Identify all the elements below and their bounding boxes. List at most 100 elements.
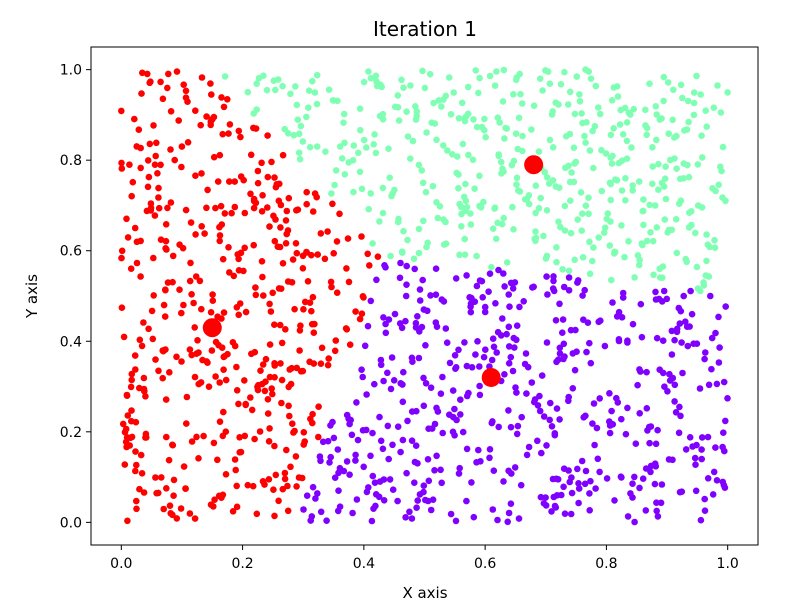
- mint-cluster-point: [660, 97, 667, 105]
- mint-cluster-point: [567, 197, 574, 204]
- purple-cluster-point: [390, 377, 398, 384]
- red-cluster-point: [271, 237, 279, 245]
- red-cluster-point: [149, 335, 157, 343]
- purple-cluster-point: [606, 429, 614, 437]
- purple-cluster-point: [624, 513, 632, 520]
- red-cluster-point: [180, 301, 187, 309]
- red-cluster-point: [175, 117, 182, 124]
- red-cluster-point: [308, 307, 315, 315]
- red-cluster-point: [303, 249, 311, 256]
- red-cluster-point: [271, 374, 278, 381]
- red-cluster-point: [304, 278, 312, 285]
- mint-cluster-point: [328, 190, 335, 197]
- mint-cluster-point: [595, 234, 602, 241]
- mint-cluster-point: [356, 105, 364, 112]
- purple-cluster-point: [559, 329, 566, 337]
- red-cluster-point: [154, 170, 161, 177]
- purple-cluster-point: [565, 274, 573, 281]
- purple-cluster-point: [308, 513, 316, 520]
- red-cluster-point: [179, 244, 187, 252]
- mint-cluster-point: [497, 158, 505, 166]
- mint-cluster-point: [407, 82, 414, 89]
- mint-cluster-point: [579, 253, 587, 261]
- purple-cluster-point: [376, 413, 383, 421]
- purple-cluster-point: [336, 503, 344, 511]
- purple-cluster-point: [506, 303, 513, 311]
- purple-cluster-point: [537, 493, 545, 501]
- red-cluster-point: [124, 412, 132, 419]
- purple-cluster-point: [656, 366, 663, 374]
- red-cluster-point: [133, 259, 141, 267]
- purple-cluster-point: [364, 322, 372, 330]
- mint-cluster-point: [525, 192, 533, 199]
- red-cluster-point: [272, 183, 280, 191]
- red-cluster-point: [271, 321, 278, 329]
- purple-cluster-point: [639, 475, 647, 483]
- purple-cluster-point: [567, 510, 575, 518]
- red-cluster-point: [271, 174, 278, 181]
- mint-cluster-point: [685, 224, 693, 231]
- purple-cluster-point: [326, 459, 333, 466]
- mint-cluster-point: [658, 179, 666, 187]
- red-cluster-point: [317, 360, 325, 368]
- y-axis-label: Y axis: [23, 274, 41, 319]
- red-cluster-point: [267, 308, 275, 315]
- red-cluster-point: [145, 325, 152, 333]
- mint-cluster-point: [456, 251, 463, 259]
- red-cluster-point: [269, 289, 277, 297]
- purple-cluster-point: [438, 479, 446, 487]
- purple-cluster-point: [495, 423, 503, 431]
- red-cluster-point: [286, 366, 294, 373]
- red-cluster-point: [283, 446, 290, 454]
- red-cluster-point: [231, 342, 239, 350]
- red-cluster-point: [282, 217, 290, 224]
- mint-cluster-point: [253, 80, 260, 87]
- purple-cluster-point: [553, 358, 560, 366]
- mint-cluster-point: [438, 103, 445, 110]
- red-cluster-point: [131, 224, 139, 232]
- mint-cluster-point: [616, 121, 624, 128]
- mint-cluster-point: [449, 151, 456, 158]
- purple-cluster-point: [452, 517, 460, 525]
- purple-cluster-point: [340, 467, 348, 475]
- mint-cluster-point: [567, 229, 575, 237]
- purple-cluster-point: [569, 385, 577, 392]
- purple-cluster-point: [465, 389, 472, 397]
- mint-cluster-point: [325, 86, 333, 93]
- red-cluster-point: [233, 482, 240, 490]
- mint-cluster-point: [639, 207, 646, 215]
- mint-cluster-point: [603, 215, 610, 223]
- purple-cluster-point: [708, 365, 715, 373]
- mint-cluster-point: [447, 111, 455, 118]
- purple-cluster-point: [384, 422, 392, 430]
- purple-cluster-point: [501, 283, 508, 290]
- red-cluster-point: [183, 420, 190, 427]
- red-cluster-point: [180, 81, 187, 88]
- mint-cluster-point: [501, 135, 508, 142]
- red-cluster-point: [290, 429, 297, 436]
- purple-cluster-point: [476, 363, 483, 370]
- purple-cluster-point: [489, 335, 497, 343]
- purple-cluster-point: [606, 418, 613, 425]
- mint-cluster-point: [338, 155, 346, 162]
- purple-cluster-point: [382, 264, 389, 271]
- red-cluster-point: [184, 98, 191, 105]
- red-cluster-point: [155, 194, 162, 201]
- mint-cluster-point: [539, 87, 546, 94]
- red-cluster-point: [343, 265, 350, 272]
- purple-cluster-point: [715, 359, 723, 366]
- purple-cluster-point: [476, 277, 484, 284]
- y-tick-label: 0.8: [60, 153, 82, 169]
- mint-cluster-point: [360, 136, 368, 144]
- purple-cluster-point: [386, 476, 394, 483]
- mint-cluster-point: [589, 127, 596, 135]
- data-points: [118, 66, 731, 526]
- mint-cluster-point: [705, 273, 713, 280]
- purple-cluster-point: [686, 323, 693, 330]
- mint-cluster-point: [546, 136, 554, 144]
- mint-cluster-point: [500, 66, 508, 74]
- red-cluster-point: [195, 380, 202, 388]
- mint-cluster-point: [690, 111, 698, 119]
- red-cluster-point: [217, 202, 225, 210]
- mint-cluster-point: [586, 147, 594, 154]
